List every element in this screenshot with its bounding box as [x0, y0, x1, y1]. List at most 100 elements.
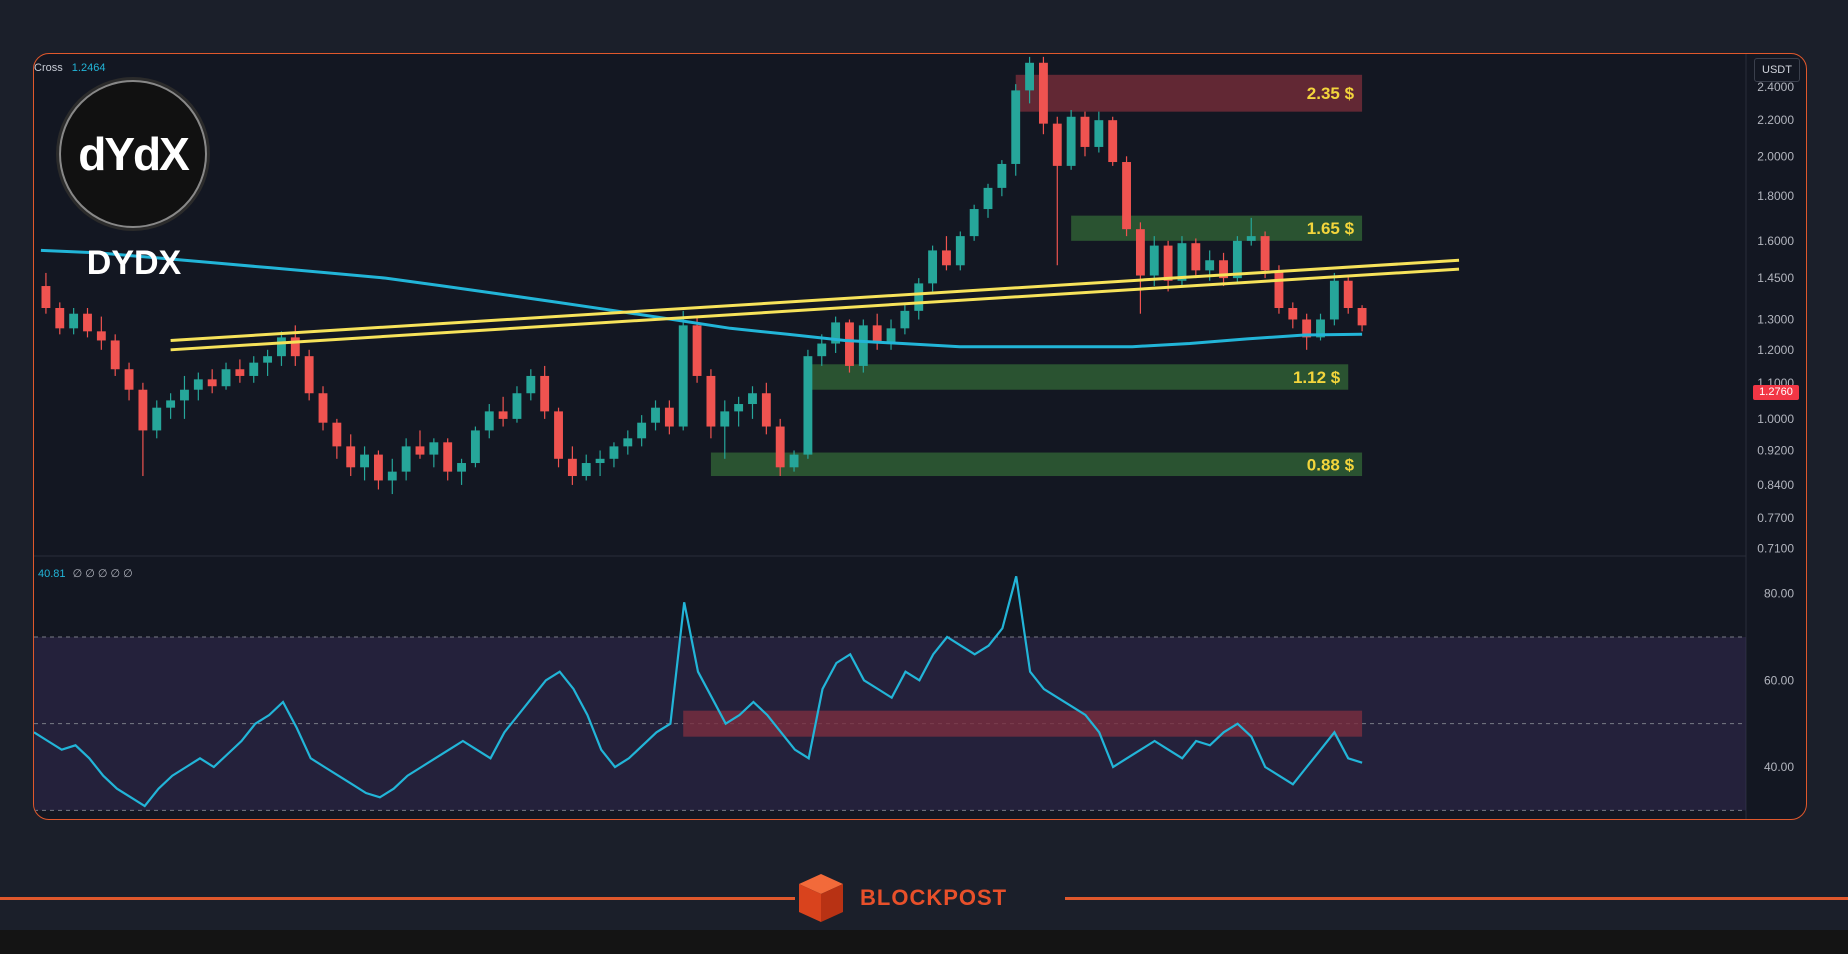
legend-rsi: 40.81 ∅ ∅ ∅ ∅ ∅ [38, 567, 133, 580]
candle-body [969, 209, 979, 237]
zone-235 [1015, 74, 1363, 112]
candle-body [1066, 116, 1076, 166]
price-chart[interactable]: 2.35 $ 1.65 $ 1.12 $ 0.88 $ 2.4000 2.2000 2.0… [34, 54, 1806, 819]
candle-body [803, 356, 813, 455]
candle-body [180, 389, 189, 401]
chart-frame: 2.35 $ 1.65 $ 1.12 $ 0.88 $ 2.4000 2.2000 2.0… [33, 53, 1807, 820]
candle-body [166, 400, 176, 408]
candle-body [138, 389, 148, 431]
candle-body [1302, 319, 1312, 338]
candle-body [720, 411, 730, 427]
candle-body [1232, 240, 1242, 279]
candle-body [706, 375, 716, 427]
candle-body [595, 458, 605, 464]
candle-body [346, 446, 356, 468]
candle-body [429, 442, 439, 455]
footer-band [0, 930, 1848, 954]
candle-body [928, 250, 938, 284]
candle-body [609, 446, 619, 459]
candle-body [831, 322, 841, 344]
price-tick-label: 2.0000 [1757, 149, 1794, 163]
candle-body [55, 308, 65, 329]
candle-body [692, 325, 702, 376]
asset-name: DYDX [86, 244, 182, 282]
rsi-tick-label: 80.00 [1764, 587, 1794, 601]
candle-body [775, 426, 785, 468]
price-tick-label: 2.4000 [1757, 80, 1794, 94]
candle-body [304, 356, 314, 394]
candle-body [554, 411, 563, 459]
rsi-line [34, 576, 1363, 808]
candle-body [1052, 123, 1062, 166]
candle-body [1274, 270, 1284, 309]
ma-value: 1.2464 [71, 62, 106, 74]
asset-logo: dYdX [59, 80, 207, 228]
zone-165 [1071, 215, 1363, 241]
footer-brand: BLOCKPOST [860, 885, 1008, 910]
blockpost-logo-icon [799, 874, 843, 922]
candle-body [886, 328, 896, 344]
candle-body [1149, 245, 1159, 276]
legend-ma: Cross 1.2464 [34, 62, 105, 74]
zone-112 [807, 364, 1349, 390]
candle-body [664, 407, 674, 427]
candle-body [152, 407, 162, 431]
price-tick-label: 0.7100 [1757, 542, 1794, 556]
candle-body [845, 322, 854, 366]
zone-label: 2.35 $ [1307, 84, 1355, 103]
candle-body [789, 454, 799, 468]
candle-body [277, 337, 286, 357]
price-tick-label: 1.8000 [1757, 189, 1794, 203]
trendline [170, 258, 1460, 342]
candle-body [1122, 162, 1131, 230]
candle-body [401, 446, 411, 472]
candle-body [1329, 280, 1339, 320]
candle-body [1246, 236, 1256, 241]
rsi-value: 40.81 [38, 568, 66, 580]
candle-body [734, 404, 744, 412]
candle-body [748, 393, 757, 405]
logo-text: dYdX [78, 128, 190, 180]
candle-body [207, 379, 217, 387]
candle-body [484, 411, 494, 431]
candle-body [69, 313, 79, 329]
candle-body [360, 454, 370, 468]
price-tick-label: 1.6000 [1757, 234, 1794, 248]
candle-body [540, 375, 550, 412]
price-tick-label: 1.0000 [1757, 412, 1794, 426]
candle-body [651, 407, 660, 423]
candle-body [470, 430, 480, 464]
candle-body [914, 283, 924, 311]
price-tick-label: 1.4500 [1757, 271, 1794, 285]
price-tick-label: 1.3000 [1757, 312, 1794, 326]
candle-body [443, 442, 453, 472]
ma-label: Cross [34, 62, 63, 74]
candle-body [332, 422, 342, 447]
price-tick-label: 2.2000 [1757, 113, 1794, 127]
price-tick-label: 0.7700 [1757, 511, 1794, 525]
rsi-tick-label: 60.00 [1764, 673, 1794, 687]
candle-body [373, 454, 383, 481]
candle-body [955, 236, 965, 266]
rsi-tick-label: 40.00 [1764, 760, 1794, 774]
candle-body [623, 438, 633, 447]
candle-body [249, 362, 259, 376]
candle-body [193, 379, 203, 390]
candle-body [1080, 116, 1090, 147]
candle-body [110, 340, 120, 370]
candle-body [1038, 62, 1048, 124]
candle-body [41, 286, 51, 309]
candle-body [581, 463, 591, 477]
price-tick-label: 0.9200 [1757, 443, 1794, 457]
candle-body [1288, 308, 1298, 320]
trendline [170, 267, 1460, 352]
candle-body [290, 337, 300, 357]
price-tick-label: 1.2000 [1757, 343, 1794, 357]
candle-body [318, 393, 328, 423]
candle-body [900, 310, 910, 329]
currency-button[interactable]: USDT [1754, 58, 1800, 82]
candle-body [498, 411, 508, 419]
candle-body [817, 343, 827, 357]
zone-label: 1.65 $ [1307, 219, 1355, 238]
candle-body [1260, 236, 1270, 271]
